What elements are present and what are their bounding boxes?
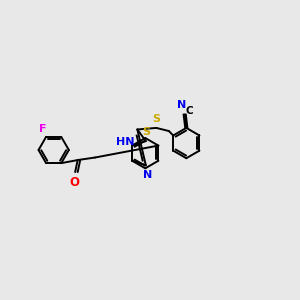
Text: C: C (186, 106, 194, 116)
Text: S: S (152, 114, 160, 124)
Text: N: N (177, 100, 186, 110)
Text: O: O (69, 176, 79, 190)
Text: HN: HN (116, 137, 134, 147)
Text: S: S (142, 127, 150, 137)
Text: N: N (143, 169, 152, 180)
Text: F: F (39, 124, 46, 134)
